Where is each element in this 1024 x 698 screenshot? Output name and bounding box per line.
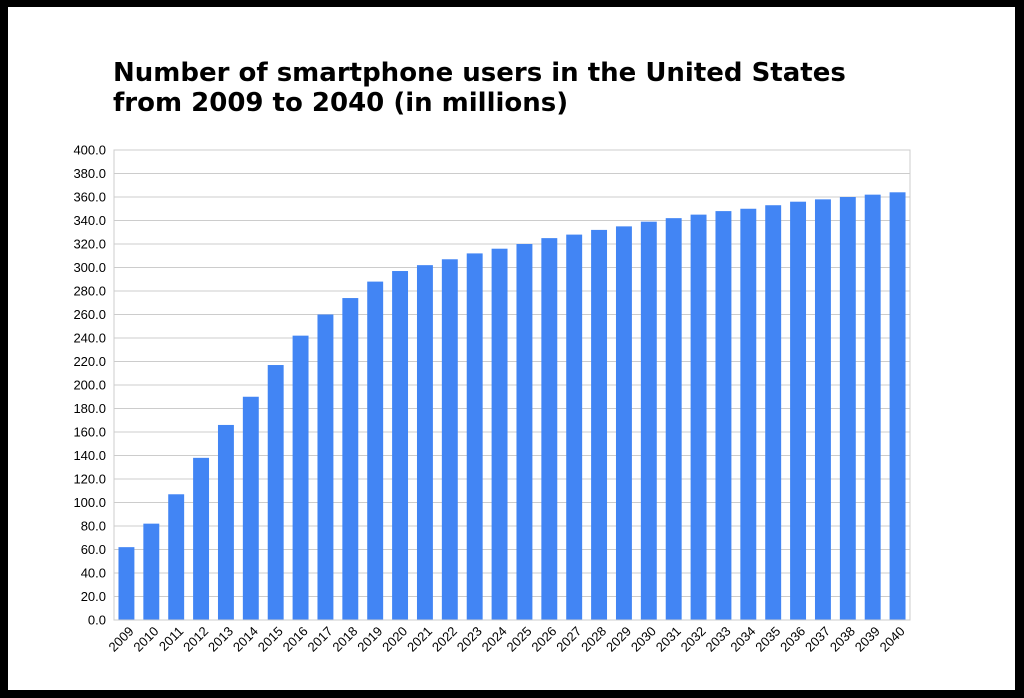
y-tick-label: 60.0 bbox=[81, 542, 106, 557]
x-tick-label: 2011 bbox=[156, 624, 186, 654]
bar bbox=[118, 547, 135, 620]
y-tick-label: 140.0 bbox=[73, 448, 106, 463]
bar bbox=[267, 365, 284, 620]
y-tick-label: 20.0 bbox=[81, 589, 106, 604]
y-tick-label: 260.0 bbox=[73, 307, 106, 322]
bar bbox=[466, 253, 483, 620]
bar bbox=[317, 314, 334, 620]
bar bbox=[690, 214, 707, 620]
x-tick-label: 2031 bbox=[653, 624, 684, 655]
x-tick-label: 2025 bbox=[504, 624, 535, 655]
x-tick-label: 2009 bbox=[106, 624, 137, 655]
bar bbox=[541, 238, 558, 620]
bar bbox=[242, 396, 259, 620]
x-tick-label: 2018 bbox=[329, 624, 360, 655]
y-tick-label: 320.0 bbox=[73, 237, 106, 252]
bar bbox=[740, 208, 757, 620]
x-tick-label: 2016 bbox=[280, 624, 311, 655]
y-tick-label: 160.0 bbox=[73, 425, 106, 440]
bar bbox=[591, 229, 608, 620]
bar bbox=[889, 192, 906, 621]
y-tick-label: 40.0 bbox=[81, 566, 106, 581]
bar bbox=[168, 494, 185, 620]
x-tick-label: 2035 bbox=[752, 624, 783, 655]
x-tick-label: 2010 bbox=[130, 624, 161, 655]
x-tick-label: 2012 bbox=[180, 624, 211, 655]
y-tick-label: 280.0 bbox=[73, 284, 106, 299]
bars bbox=[118, 192, 906, 621]
y-tick-label: 120.0 bbox=[73, 472, 106, 487]
bar bbox=[640, 221, 657, 621]
chart-title-line-2: from 2009 to 2040 (in millions) bbox=[113, 88, 569, 118]
bar bbox=[342, 298, 359, 620]
bar bbox=[864, 194, 881, 620]
y-tick-label: 340.0 bbox=[73, 213, 106, 228]
y-axis-ticks: 0.0 20.0 40.0 60.0 80.0 100.0 120.0 140.0 160.0 1… bbox=[73, 143, 106, 628]
x-tick-label: 2021 bbox=[404, 624, 435, 655]
bar bbox=[367, 281, 384, 620]
bar bbox=[416, 265, 433, 620]
y-tick-label: 300.0 bbox=[73, 260, 106, 275]
x-tick-label: 2040 bbox=[877, 624, 908, 655]
chart-title: Number of smartphone users in the United… bbox=[113, 58, 933, 118]
bar bbox=[765, 205, 782, 620]
x-tick-label: 2019 bbox=[354, 624, 385, 655]
bar bbox=[516, 244, 533, 620]
y-tick-label: 0.0 bbox=[88, 613, 106, 628]
y-tick-label: 180.0 bbox=[73, 401, 106, 416]
bar bbox=[292, 335, 309, 620]
bar bbox=[790, 201, 807, 620]
x-tick-label: 2036 bbox=[777, 624, 808, 655]
y-tick-label: 400.0 bbox=[73, 143, 106, 158]
bar bbox=[715, 211, 732, 620]
plot-border bbox=[113, 149, 911, 621]
x-tick-label: 2020 bbox=[379, 624, 410, 655]
bar bbox=[143, 523, 160, 620]
bar bbox=[217, 424, 234, 620]
x-tick-label: 2033 bbox=[703, 624, 734, 655]
bar bbox=[814, 199, 831, 620]
y-tick-label: 220.0 bbox=[73, 354, 106, 369]
y-tick-label: 380.0 bbox=[73, 166, 106, 181]
y-tick-label: 360.0 bbox=[73, 190, 106, 205]
x-tick-label: 2022 bbox=[429, 624, 460, 655]
x-tick-label: 2014 bbox=[230, 624, 261, 655]
y-tick-label: 200.0 bbox=[73, 378, 106, 393]
x-tick-label: 2027 bbox=[553, 624, 584, 655]
x-tick-label: 2024 bbox=[479, 624, 510, 655]
bar bbox=[392, 271, 409, 620]
x-tick-label: 2029 bbox=[603, 624, 634, 655]
x-tick-label: 2013 bbox=[205, 624, 236, 655]
bar bbox=[566, 234, 583, 620]
x-tick-label: 2039 bbox=[852, 624, 883, 655]
bar bbox=[441, 259, 458, 620]
y-tick-label: 240.0 bbox=[73, 331, 106, 346]
bar bbox=[839, 197, 856, 620]
x-tick-label: 2038 bbox=[827, 624, 858, 655]
bar bbox=[491, 248, 508, 620]
x-tick-label: 2032 bbox=[678, 624, 709, 655]
chart-title-line-1: Number of smartphone users in the United… bbox=[113, 58, 846, 88]
bar bbox=[665, 218, 682, 620]
x-axis-ticks: 2009201020112012201320142015201620172018… bbox=[106, 624, 908, 655]
bar bbox=[615, 226, 632, 620]
y-tick-label: 80.0 bbox=[81, 519, 106, 534]
x-tick-label: 2015 bbox=[255, 624, 286, 655]
x-tick-label: 2017 bbox=[305, 624, 336, 655]
x-tick-label: 2026 bbox=[528, 624, 559, 655]
x-tick-label: 2037 bbox=[802, 624, 833, 655]
x-tick-label: 2023 bbox=[454, 624, 485, 655]
x-tick-label: 2034 bbox=[727, 624, 758, 655]
x-tick-label: 2028 bbox=[578, 624, 609, 655]
x-tick-label: 2030 bbox=[628, 624, 659, 655]
bar bbox=[193, 457, 210, 620]
y-tick-label: 100.0 bbox=[73, 495, 106, 510]
